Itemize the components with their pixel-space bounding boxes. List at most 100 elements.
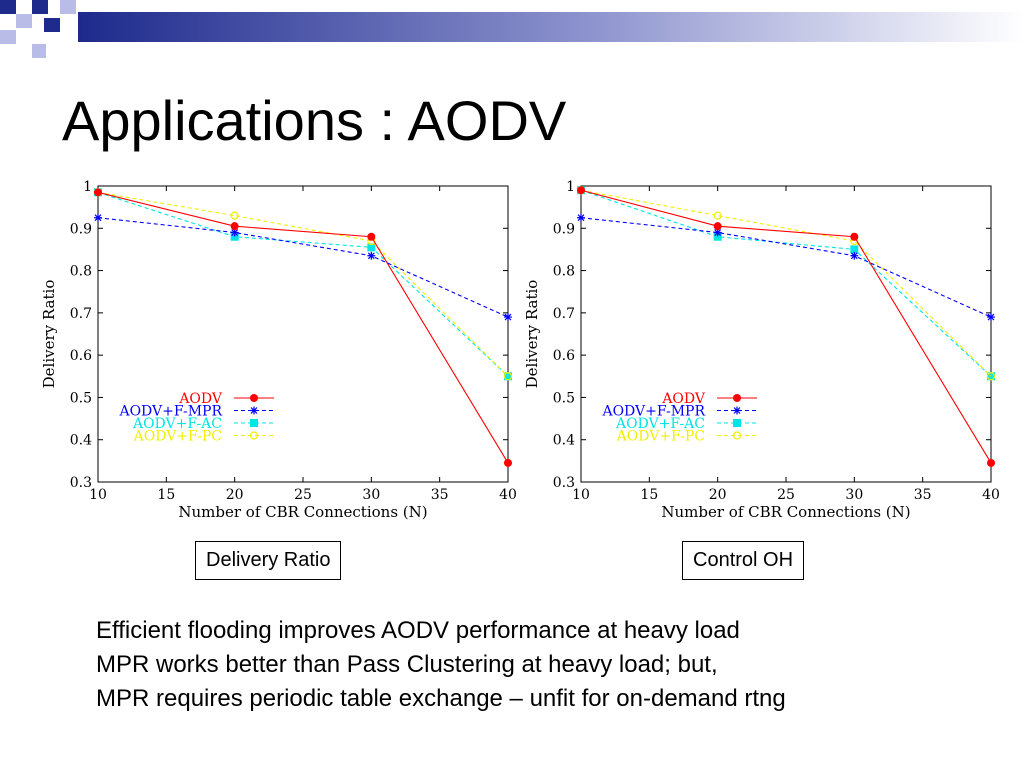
data-point xyxy=(850,245,859,254)
caption-delivery-ratio: Delivery Ratio xyxy=(195,541,342,580)
x-axis-label: Number of CBR Connections (N) xyxy=(661,503,910,521)
y-tick-label: 0.3 xyxy=(553,475,575,491)
note-line: Efficient flooding improves AODV perform… xyxy=(96,617,740,644)
x-tick-label: 10 xyxy=(572,487,590,503)
control-oh-chart: 0.3 0.4 0.5 0.6 0.7 0.8 0.9 1 10 15 20 25 30 35 40 Numb… xyxy=(523,179,1000,521)
y-tick-label: 0.6 xyxy=(553,348,575,364)
banner-square xyxy=(16,14,32,28)
series-line xyxy=(97,217,509,318)
x-tick-label: 20 xyxy=(226,487,244,503)
banner-square xyxy=(60,0,76,14)
data-point xyxy=(713,211,722,220)
series-aodv-f-ac xyxy=(577,186,995,381)
legend-label: AODV+F-MPR xyxy=(601,404,705,420)
legend-label: AODV+F-AC xyxy=(132,416,222,432)
data-point xyxy=(986,372,996,381)
x-tick-label: 15 xyxy=(157,487,175,503)
legend-label: AODV xyxy=(661,391,706,407)
y-tick-label: 0.7 xyxy=(70,306,92,322)
x-tick-label: 25 xyxy=(777,487,795,503)
legend-label: AODV+F-PC xyxy=(616,429,705,445)
series-line xyxy=(580,217,992,318)
data-point xyxy=(503,372,513,381)
banner-square xyxy=(32,0,48,14)
x-tick-label: 20 xyxy=(709,487,727,503)
notes-text: Efficient flooding improves AODV perform… xyxy=(96,614,786,716)
legend-marker xyxy=(733,394,741,402)
data-point xyxy=(577,186,585,195)
y-tick-label: 0.6 xyxy=(70,348,92,364)
series-line xyxy=(580,189,992,464)
series-aodv xyxy=(94,188,512,467)
data-point xyxy=(230,222,239,231)
banner-square xyxy=(0,30,16,44)
legend-label: AODV+F-AC xyxy=(615,416,705,432)
slide-title: Applications : AODV xyxy=(62,89,567,152)
data-point xyxy=(504,313,512,322)
series-line xyxy=(97,191,509,377)
x-tick-label: 30 xyxy=(362,487,380,503)
series-aodv xyxy=(577,186,995,467)
legend-marker xyxy=(733,406,741,415)
caption-control-oh: Control OH xyxy=(682,541,805,580)
series-aodv-f-pc xyxy=(576,186,996,381)
y-tick-label: 0.8 xyxy=(70,264,92,280)
y-tick-label: 0.9 xyxy=(553,221,575,237)
data-point xyxy=(367,232,376,241)
x-tick-label: 15 xyxy=(640,487,658,503)
data-point xyxy=(577,213,585,222)
x-axis-label: Number of CBR Connections (N) xyxy=(178,503,427,521)
data-point xyxy=(230,228,239,237)
data-point xyxy=(94,188,102,197)
legend-marker xyxy=(732,431,742,440)
banner-square xyxy=(44,18,60,32)
series-line xyxy=(97,191,509,464)
y-tick-label: 0.4 xyxy=(553,433,575,449)
data-point xyxy=(713,232,722,241)
x-tick-label: 10 xyxy=(89,487,107,503)
data-point xyxy=(94,213,102,222)
y-tick-label: 0.3 xyxy=(70,475,92,491)
legend-label: AODV xyxy=(178,391,223,407)
delivery-ratio-chart: 0.3 0.4 0.5 0.6 0.7 0.8 0.9 1 10 15 20 25 30 35 40 Numb… xyxy=(40,179,517,521)
slide-banner xyxy=(0,0,1024,58)
data-point xyxy=(504,458,512,467)
series-aodv-f-mpr xyxy=(577,213,995,322)
banner-gradient-bar xyxy=(78,12,1024,42)
y-axis-label: Delivery Ratio xyxy=(523,280,541,389)
legend-label: AODV+F-MPR xyxy=(118,404,222,420)
y-tick-label: 1 xyxy=(566,179,575,195)
data-point xyxy=(230,211,239,220)
x-tick-label: 25 xyxy=(294,487,312,503)
x-tick-label: 40 xyxy=(499,487,517,503)
data-point xyxy=(367,243,376,252)
data-point xyxy=(713,222,722,231)
y-tick-label: 0.8 xyxy=(553,264,575,280)
legend-marker xyxy=(733,419,741,427)
y-tick-label: 0.9 xyxy=(70,221,92,237)
data-point xyxy=(987,313,995,322)
data-point xyxy=(713,228,722,237)
y-axis-label: Delivery Ratio xyxy=(40,280,58,389)
y-tick-label: 1 xyxy=(83,179,92,195)
y-tick-label: 0.5 xyxy=(70,390,92,406)
x-tick-label: 35 xyxy=(431,487,449,503)
x-tick-label: 40 xyxy=(982,487,1000,503)
series-line xyxy=(97,191,509,377)
legend-marker xyxy=(249,431,259,440)
series-line xyxy=(580,189,992,377)
data-point xyxy=(850,251,859,260)
legend-marker xyxy=(250,419,258,427)
data-point xyxy=(850,232,859,241)
legend-marker xyxy=(250,406,258,415)
y-tick-label: 0.5 xyxy=(553,390,575,406)
banner-square xyxy=(0,0,16,14)
legend-marker xyxy=(250,394,258,402)
note-line: MPR works better than Pass Clustering at… xyxy=(96,651,718,678)
banner-square xyxy=(32,44,46,58)
data-point xyxy=(230,232,239,241)
series-line xyxy=(580,189,992,377)
x-tick-label: 30 xyxy=(845,487,863,503)
